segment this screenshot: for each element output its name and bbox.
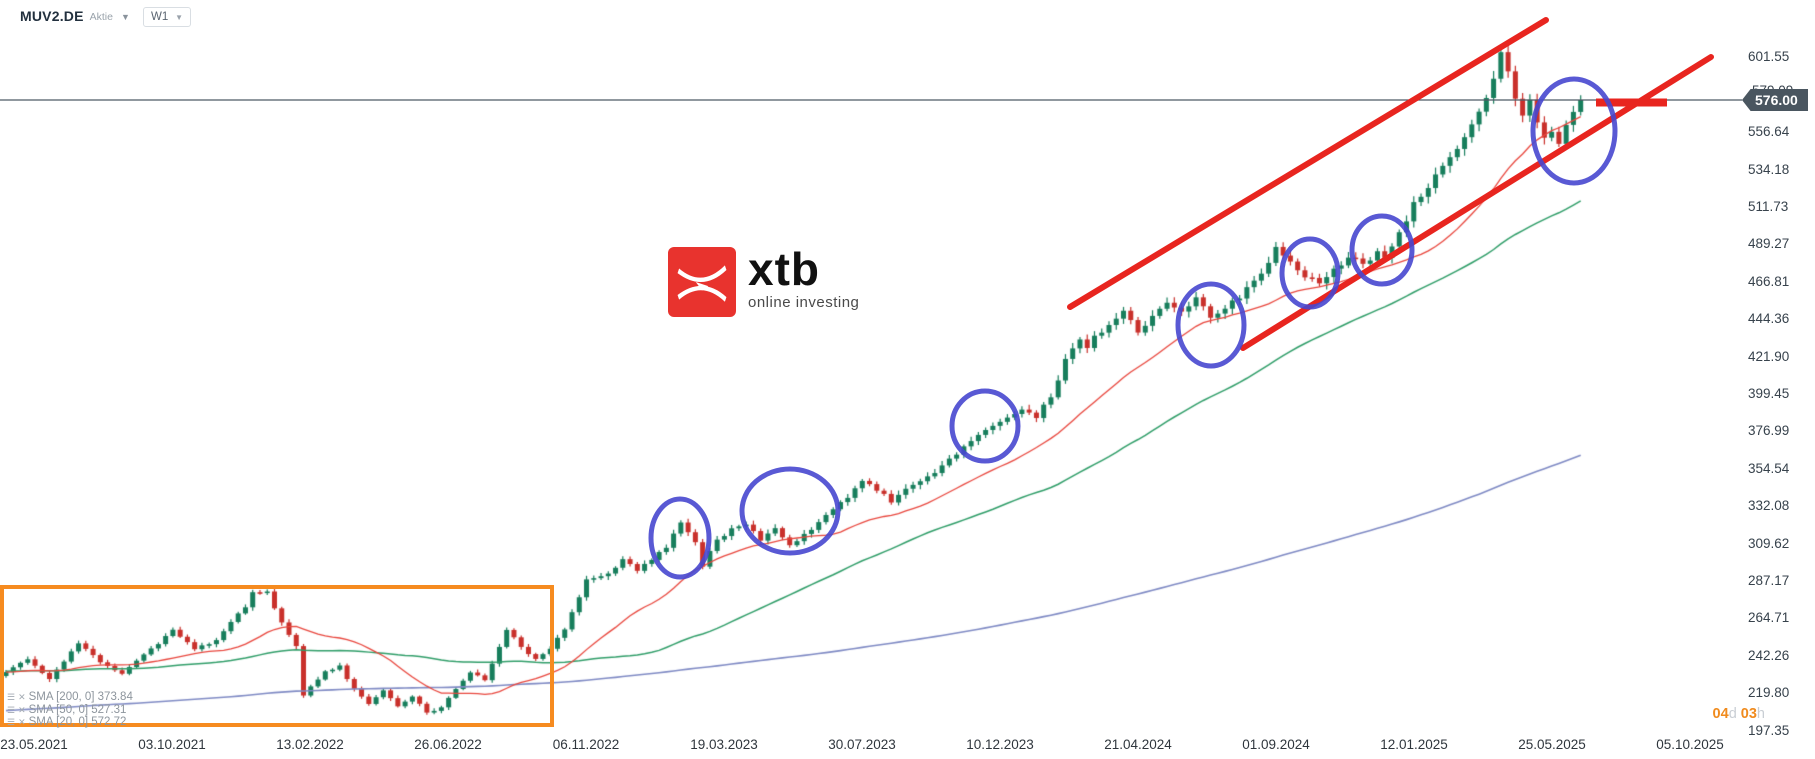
price-tick: 219.80: [1748, 685, 1790, 701]
date-tick: 30.07.2023: [828, 737, 896, 752]
symbol-name: MUV2.DE: [20, 8, 84, 24]
indicator-remove-icon[interactable]: ✕: [18, 692, 26, 702]
price-tick: 601.55: [1748, 49, 1790, 65]
indicator-settings-icon[interactable]: ☰: [7, 692, 16, 702]
indicator-remove-icon[interactable]: ✕: [18, 717, 26, 727]
price-tick: 242.26: [1748, 647, 1790, 663]
price-tick: 556.64: [1748, 124, 1790, 140]
price-tick: 332.08: [1748, 498, 1790, 514]
date-tick: 01.09.2024: [1242, 737, 1310, 752]
chevron-down-icon[interactable]: ▼: [120, 12, 130, 22]
countdown-hours-unit: h: [1756, 706, 1765, 722]
timeframe-value: W1: [151, 11, 169, 23]
indicator-label: SMA [20, 0] 572.72: [28, 716, 127, 728]
chevron-down-icon: ▼: [175, 12, 183, 22]
price-tick: 354.54: [1748, 460, 1790, 476]
date-tick: 03.10.2021: [138, 737, 206, 752]
indicator-settings-icon[interactable]: ☰: [7, 717, 16, 727]
current-price-tag: 576.00: [1742, 89, 1808, 111]
pullback-highlight-circle[interactable]: [1349, 213, 1415, 287]
candle-close-countdown: 04d 03h: [1690, 706, 1765, 722]
pullback-highlight-circle[interactable]: [739, 466, 841, 556]
price-tick: 444.36: [1748, 311, 1790, 327]
pullback-highlight-circle[interactable]: [1279, 236, 1341, 310]
price-tick: 399.45: [1748, 386, 1790, 402]
date-tick: 19.03.2023: [690, 737, 758, 752]
price-tick: 421.90: [1748, 348, 1790, 364]
pullback-highlight-circle[interactable]: [1530, 76, 1618, 186]
date-tick: 06.11.2022: [552, 737, 620, 752]
date-tick: 13.02.2022: [276, 737, 344, 752]
date-tick: 23.05.2021: [0, 737, 68, 752]
date-tick: 10.12.2023: [966, 737, 1034, 752]
price-tick: 489.27: [1748, 236, 1790, 252]
pullback-highlight-circle[interactable]: [648, 496, 712, 580]
indicator-label: SMA [50, 0] 527.31: [28, 703, 127, 716]
consolidation-highlight-rect[interactable]: [0, 585, 554, 727]
price-tick: 264.71: [1748, 610, 1790, 626]
price-tick: 287.17: [1748, 573, 1790, 589]
date-tick: 05.10.2025: [1656, 737, 1724, 752]
pullback-highlight-circle[interactable]: [949, 388, 1021, 464]
date-tick: 21.04.2024: [1104, 737, 1172, 752]
price-tick: 534.18: [1748, 161, 1790, 177]
symbol-selector[interactable]: MUV2.DE Aktie ▼: [20, 8, 130, 24]
date-tick: 12.01.2025: [1380, 737, 1448, 752]
channel-upper-trendline[interactable]: [1067, 17, 1549, 310]
instrument-type-label: Aktie: [89, 11, 113, 23]
date-tick: 25.05.2025: [1518, 737, 1586, 752]
price-tick: 466.81: [1748, 273, 1790, 289]
indicator-label: SMA [200, 0] 373.84: [28, 691, 133, 703]
indicator-legend-row: ☰ ✕ SMA [20, 0] 572.72: [7, 716, 133, 728]
indicator-legend: ☰ ✕ SMA [200, 0] 373.84 ☰ ✕ SMA [50, 0] 527.3…: [7, 691, 133, 729]
indicator-remove-icon[interactable]: ✕: [18, 704, 26, 715]
indicator-legend-row: ☰ ✕ SMA [50, 0] 527.31: [7, 704, 133, 716]
date-tick: 26.06.2022: [414, 737, 482, 752]
countdown-hours: 03: [1740, 706, 1757, 722]
timeframe-dropdown[interactable]: W1 ▼: [143, 7, 191, 27]
countdown-days-unit: d: [1728, 706, 1741, 722]
countdown-days: 04: [1712, 706, 1729, 722]
pullback-highlight-circle[interactable]: [1175, 281, 1247, 369]
price-tick: 197.35: [1748, 722, 1790, 738]
price-tick: 511.73: [1748, 199, 1789, 215]
price-tick: 376.99: [1748, 423, 1790, 439]
indicator-settings-icon[interactable]: ☰: [7, 704, 16, 715]
indicator-legend-row: ☰ ✕ SMA [200, 0] 373.84: [7, 691, 133, 703]
price-tick: 309.62: [1748, 535, 1790, 551]
